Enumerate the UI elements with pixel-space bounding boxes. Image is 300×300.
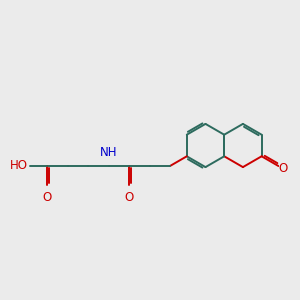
Text: NH: NH [100, 146, 118, 159]
Text: O: O [125, 191, 134, 204]
Text: O: O [43, 191, 52, 204]
Text: HO: HO [9, 159, 27, 172]
Text: O: O [278, 162, 288, 175]
